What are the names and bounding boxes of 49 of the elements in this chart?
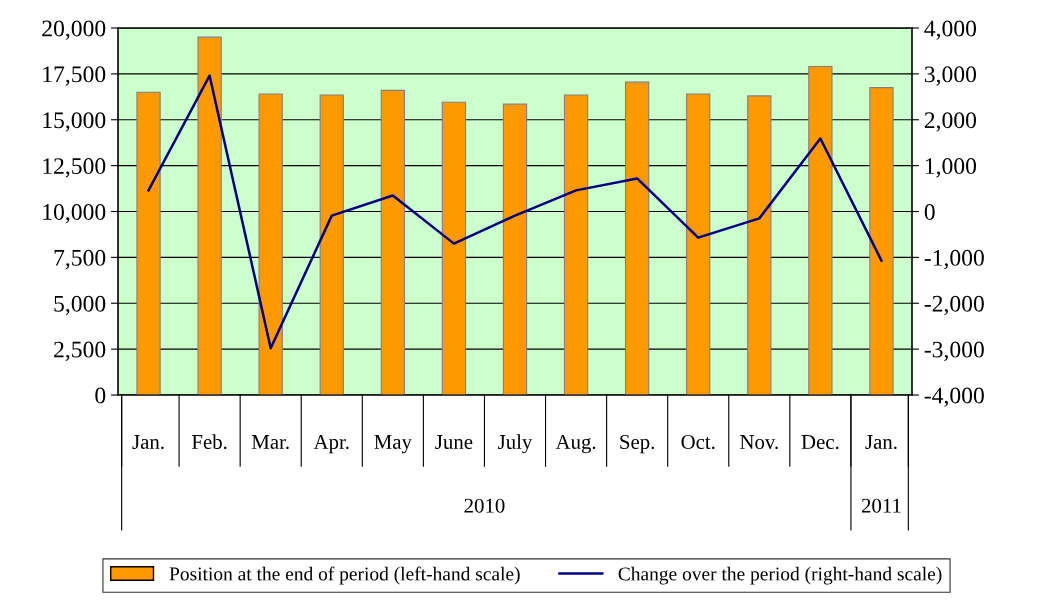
y-tick-label: 12,500 — [43, 158, 106, 178]
bar — [563, 94, 589, 395]
bar — [258, 93, 283, 395]
y-tick-label: 15,000 — [43, 112, 106, 132]
x-tick-label: Mar. — [251, 435, 289, 450]
bar — [747, 95, 772, 395]
y-tick-label: 0 — [95, 387, 106, 404]
x-tick-label: Nov. — [740, 435, 778, 450]
x-tick-label: June — [435, 435, 473, 449]
x-tick-label: Apr. — [313, 435, 349, 454]
bar — [441, 101, 467, 395]
x-tick-label: Oct. — [681, 434, 715, 450]
y-tick-label: 7,500 — [54, 249, 106, 270]
bar — [869, 87, 894, 395]
bar — [197, 36, 222, 395]
y2-tick-label: 0 — [924, 203, 935, 220]
x-tick-label: Feb. — [191, 434, 227, 450]
y-tick-label: 5,000 — [54, 295, 106, 316]
x-tick-label: Jan. — [865, 435, 897, 450]
bar — [624, 81, 650, 395]
y2-tick-label: -3,000 — [924, 341, 984, 361]
y-tick-label: 10,000 — [43, 203, 106, 224]
y2-tick-label: -1,000 — [924, 249, 984, 270]
y2-tick-label: 4,000 — [924, 20, 977, 40]
bar — [380, 89, 406, 395]
y2-tick-label: 1,000 — [925, 158, 977, 178]
y-tick-label: 17,500 — [43, 66, 106, 86]
x-tick-label: July — [498, 434, 533, 454]
bar — [808, 65, 833, 395]
bar — [502, 103, 528, 395]
bar — [136, 91, 161, 395]
x-tick-label: May — [374, 435, 412, 454]
line-series — [147, 74, 883, 350]
legend-label: Position at the end of period (left-hand scale) — [169, 566, 520, 585]
y-tick-label: 20,000 — [42, 20, 106, 40]
y2-tick-label: 2,000 — [924, 112, 977, 132]
text: 2010 — [464, 498, 505, 513]
x-tick-label: Dec. — [801, 435, 839, 450]
x-tick-label: Aug. — [555, 434, 596, 454]
y2-tick-label: -4,000 — [924, 387, 984, 407]
y2-tick-label: -2,000 — [924, 295, 984, 316]
x-tick-label: Sep. — [620, 434, 655, 454]
bar — [686, 93, 711, 395]
legend-label: Change over the period (right-hand scale) — [618, 566, 942, 585]
bar — [319, 94, 344, 395]
x-tick-label: Jan. — [132, 435, 164, 450]
y2-tick-label: 3,000 — [924, 66, 977, 86]
text: 2011 — [861, 498, 901, 513]
y-tick-label: 2,500 — [54, 341, 106, 361]
